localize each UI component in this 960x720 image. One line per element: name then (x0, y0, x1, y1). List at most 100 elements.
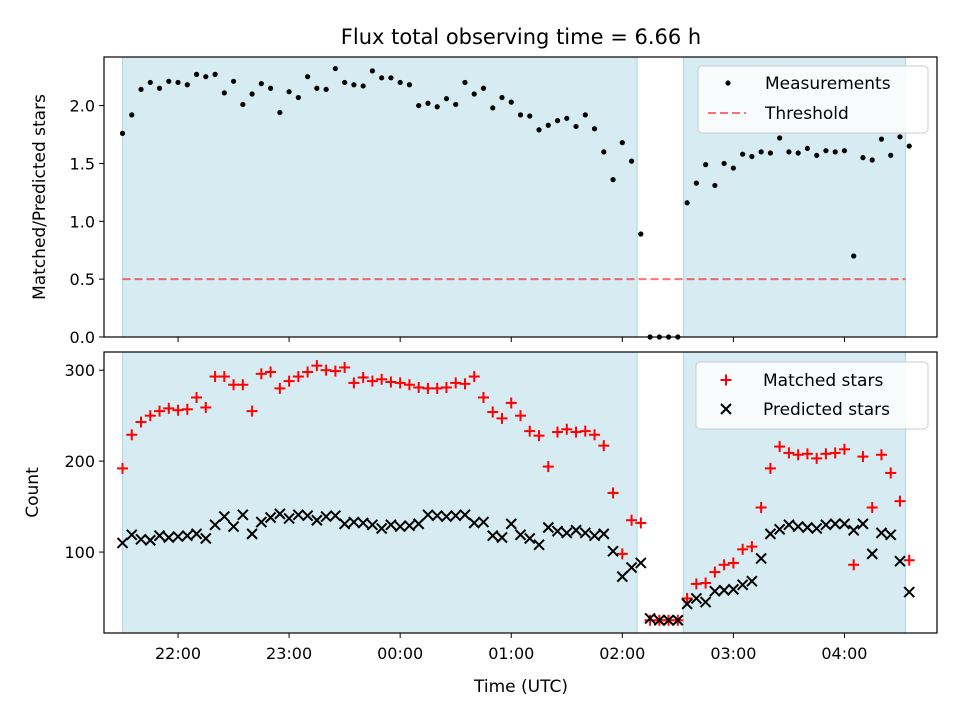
point-0-38 (471, 91, 477, 97)
point-0-83 (888, 152, 894, 158)
point-1-15 (255, 516, 268, 528)
point-0-1 (129, 112, 135, 118)
point-1-13 (237, 509, 249, 521)
point-0-27 (366, 375, 378, 387)
point-0-44 (524, 425, 536, 437)
point-1-52-b (598, 528, 610, 540)
point-1-24-b (338, 518, 351, 530)
point-1-67-b (736, 579, 749, 591)
point-1-11 (218, 510, 231, 523)
point-1-68 (746, 575, 758, 587)
point-0-72 (783, 447, 795, 459)
y-axis-label: Count (23, 467, 43, 518)
point-0-57 (644, 614, 656, 626)
point-1-10 (209, 519, 221, 531)
point-0-84 (894, 495, 906, 507)
point-0-80 (857, 451, 869, 463)
point-1-9 (200, 532, 212, 545)
x-axis-label: Time (UTC) (473, 677, 568, 697)
point-1-15-b (255, 516, 268, 528)
point-0-63 (700, 577, 712, 589)
point-1-41-b (496, 531, 508, 544)
point-1-32 (412, 518, 425, 530)
point-1-63 (699, 596, 712, 608)
point-1-40 (487, 529, 499, 542)
point-1-47 (551, 525, 564, 537)
point-1-22-b (320, 510, 332, 523)
point-0-32 (416, 102, 422, 109)
point-1-39-b (477, 516, 490, 528)
point-0-31 (403, 379, 415, 391)
point-0-81 (866, 502, 878, 514)
point-1-57-b (644, 612, 656, 625)
point-1-25 (348, 516, 360, 528)
point-1-48-b (561, 527, 573, 539)
point-0-3 (144, 410, 156, 422)
point-1-83-b (885, 529, 897, 541)
point-0-64 (712, 182, 718, 189)
y-tick-label-2: 300 (64, 361, 95, 380)
point-1-52 (598, 528, 610, 540)
point-0-47 (552, 426, 564, 438)
point-0-30 (394, 377, 406, 389)
point-0-11 (218, 371, 230, 383)
point-0-45 (536, 127, 542, 133)
point-0-69 (758, 149, 764, 155)
series-measurements (119, 65, 912, 340)
point-0-78 (838, 443, 850, 455)
point-0-49 (573, 123, 579, 130)
point-0-69 (755, 502, 767, 514)
point-0-29 (388, 75, 394, 81)
point-1-23 (329, 509, 342, 522)
point-1-77-b (829, 518, 841, 530)
point-1-10-b (209, 519, 221, 531)
point-0-70 (764, 462, 776, 474)
point-1-16-b (264, 511, 277, 524)
point-0-27 (369, 68, 376, 74)
point-0-40 (490, 105, 496, 111)
point-1-59-b (662, 614, 675, 626)
point-0-41 (499, 94, 505, 101)
point-0-12 (228, 379, 240, 391)
point-1-35-b (440, 510, 453, 523)
point-0-41 (496, 412, 508, 424)
point-0-38 (468, 371, 480, 383)
point-0-79 (851, 253, 857, 259)
shaded-band-1 (122, 351, 638, 634)
point-1-65-b (718, 584, 730, 596)
shaded-band-1 (122, 56, 638, 338)
point-0-71 (777, 135, 783, 141)
point-1-5-b (163, 531, 175, 544)
point-0-53 (607, 487, 619, 499)
point-0-15 (255, 368, 267, 380)
point-1-54 (616, 570, 629, 583)
point-0-10 (209, 371, 221, 383)
point-0-34 (431, 382, 443, 394)
point-0-55 (626, 514, 638, 526)
point-0-48 (561, 423, 573, 435)
point-1-42-b (505, 518, 517, 530)
point-1-24 (338, 518, 351, 530)
point-0-39 (480, 85, 487, 91)
point-0-22 (320, 364, 332, 376)
point-0-32 (413, 381, 425, 393)
point-0-45 (533, 430, 545, 442)
point-1-21-b (311, 514, 323, 526)
point-1-73 (792, 520, 804, 533)
point-0-17 (274, 382, 286, 394)
legend-label-threshold: Threshold (764, 104, 849, 124)
point-0-50 (579, 425, 591, 437)
point-0-20 (302, 366, 314, 378)
y-tick-label-0: 100 (64, 543, 95, 562)
point-0-23 (332, 65, 338, 72)
point-1-20-b (301, 509, 314, 522)
point-0-0 (117, 462, 129, 474)
point-0-74 (801, 448, 813, 460)
point-0-55 (628, 158, 635, 164)
point-0-56 (638, 231, 644, 237)
y-tick-label-0: 0.0 (70, 328, 95, 347)
point-0-71 (774, 441, 786, 453)
point-1-36 (450, 509, 462, 522)
point-1-77 (829, 518, 841, 530)
legend-label-measurements: Measurements (765, 74, 891, 94)
